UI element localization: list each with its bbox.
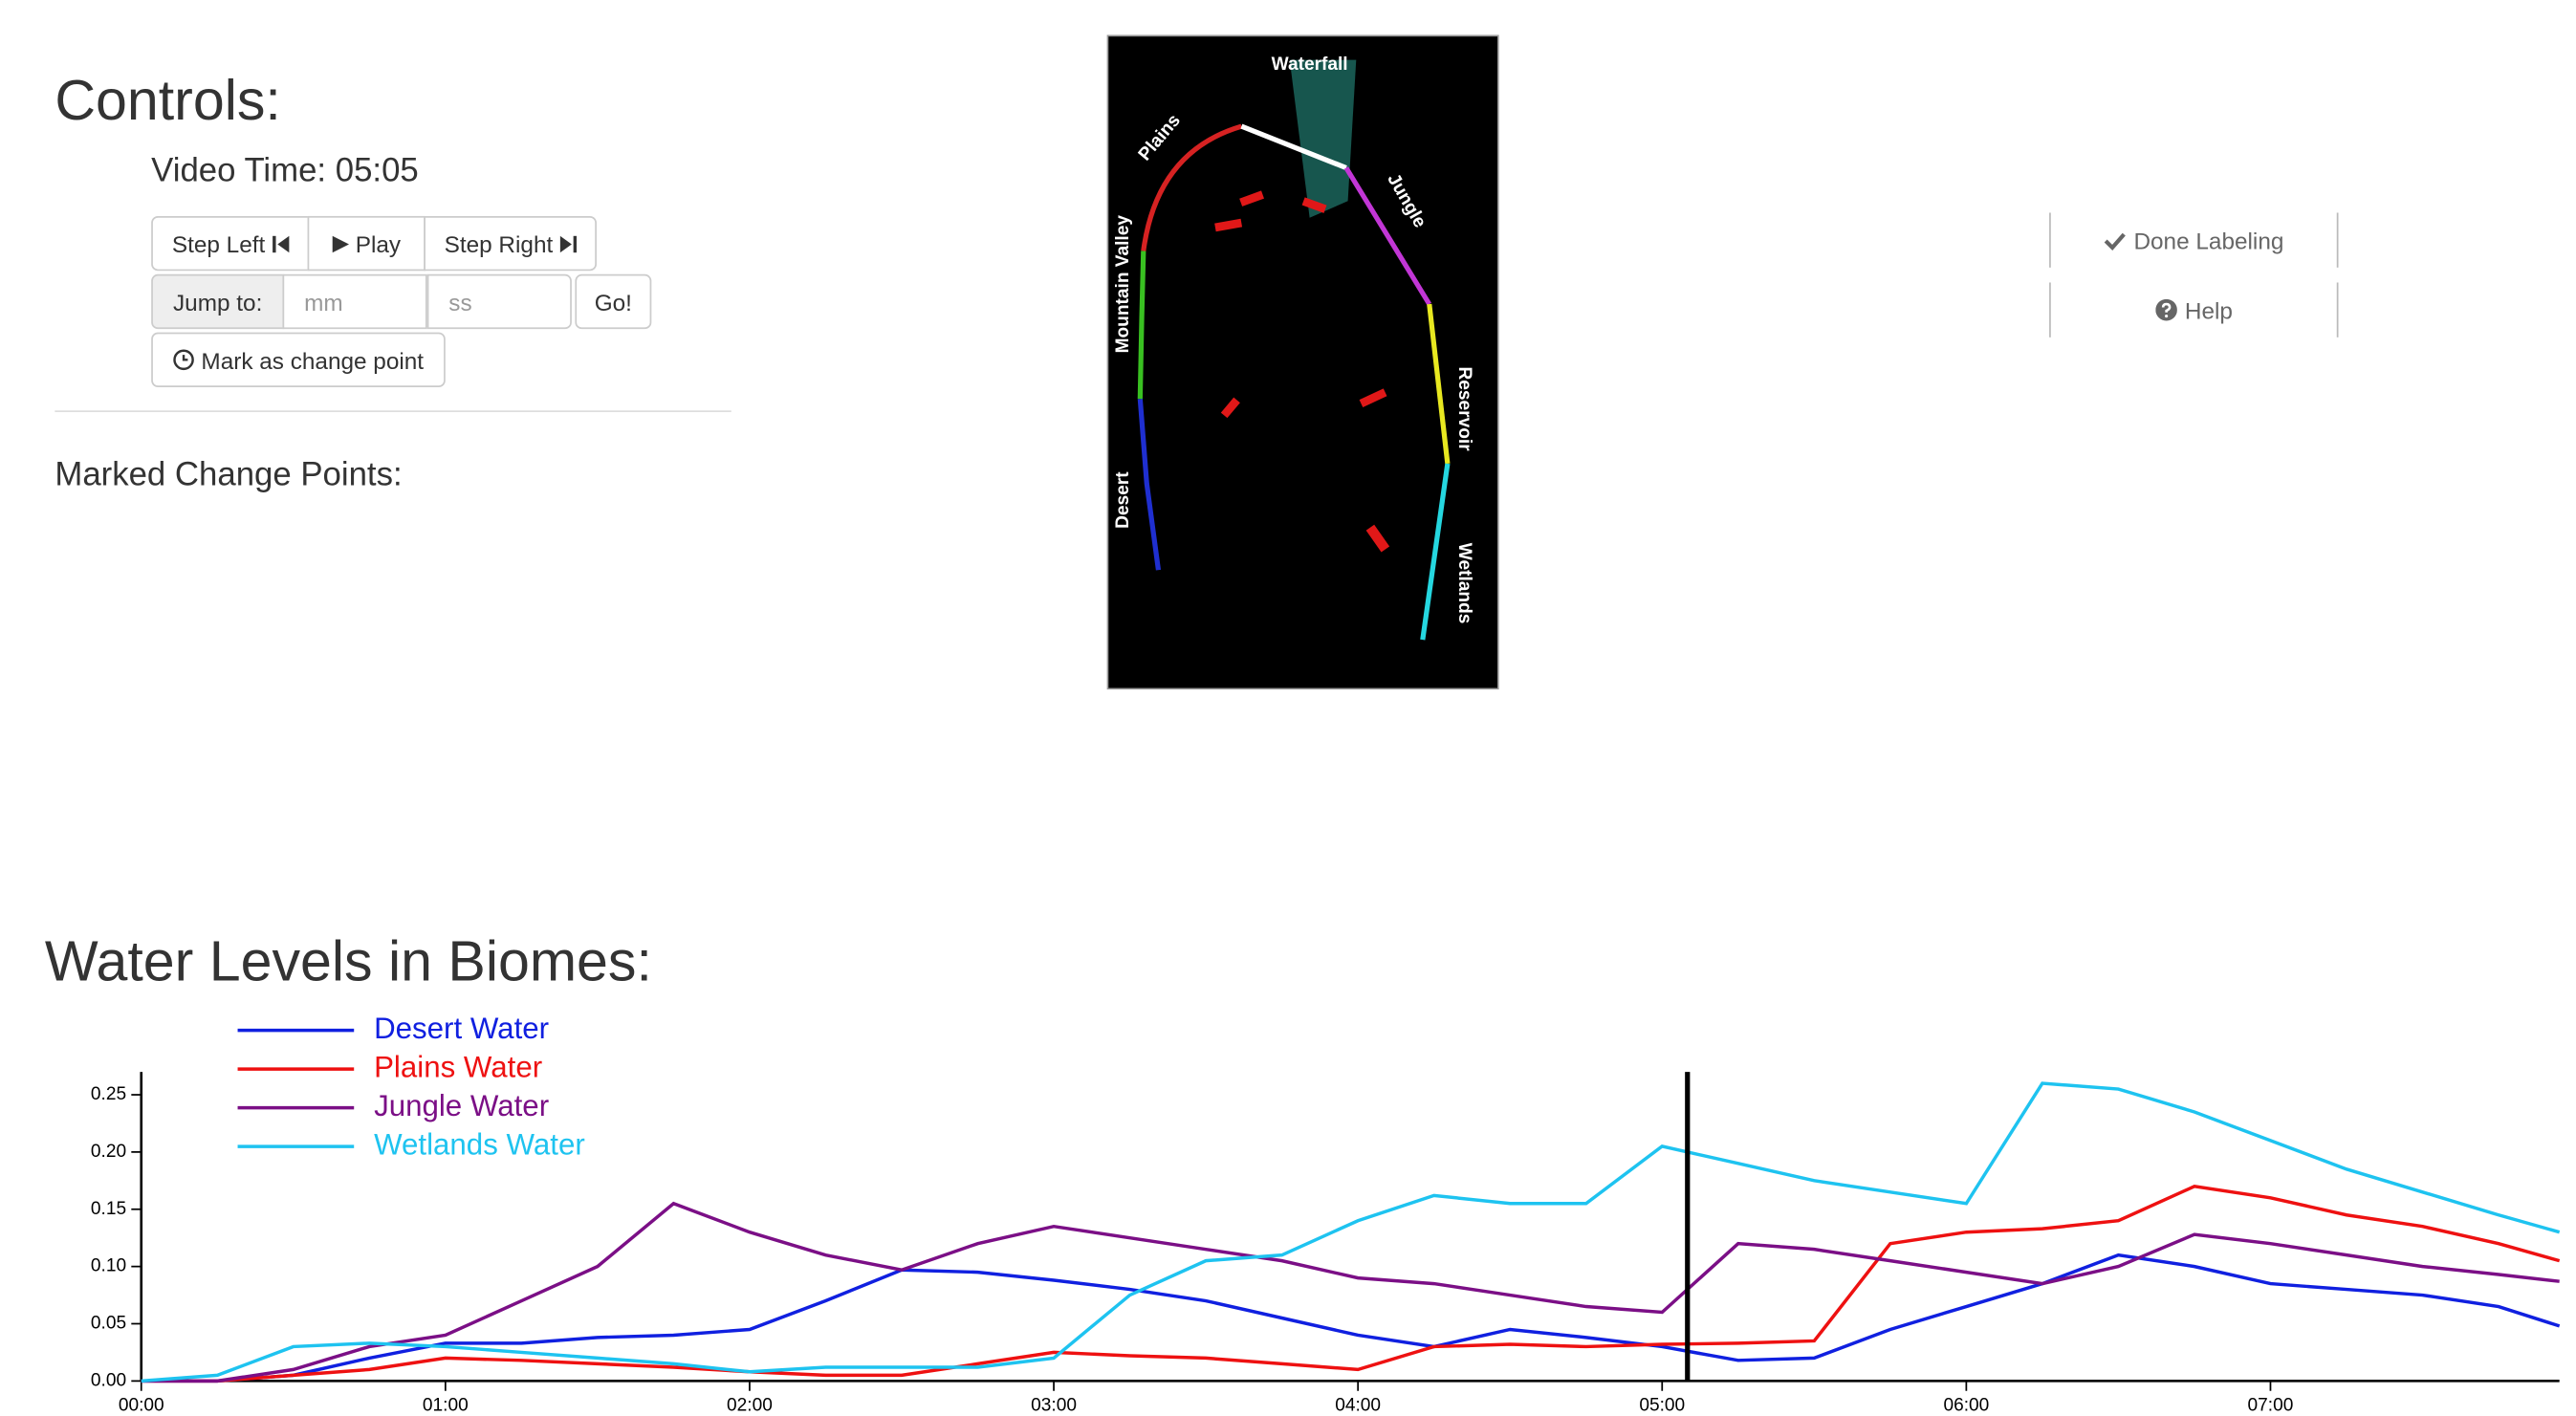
video-time: Video Time: 05:05	[151, 152, 419, 190]
biome-label: Mountain Valley	[1113, 215, 1133, 354]
step-left-button[interactable]: Step Left	[151, 215, 310, 272]
done-labeling-label: Done Labeling	[2133, 227, 2284, 254]
minutes-input[interactable]: mm	[282, 273, 427, 330]
x-tick-label: 07:00	[2248, 1395, 2294, 1415]
controls-title: Controls:	[55, 70, 281, 134]
y-tick-label: 0.25	[91, 1084, 126, 1104]
step-right-label: Step Right	[444, 229, 554, 257]
biome-label: Reservoir	[1454, 366, 1474, 451]
x-tick-label: 00:00	[119, 1395, 164, 1415]
series-line	[141, 1081, 2561, 1383]
divider	[55, 410, 731, 413]
play-label: Play	[355, 229, 402, 257]
x-tick-label: 05:00	[1639, 1395, 1685, 1415]
x-tick-label: 06:00	[1943, 1395, 1989, 1415]
y-tick-label: 0.15	[91, 1199, 126, 1219]
legend-label: Desert Water	[374, 1012, 549, 1045]
play-icon	[332, 234, 349, 252]
x-tick-label: 01:00	[423, 1395, 469, 1415]
x-tick-label: 03:00	[1031, 1395, 1077, 1415]
legend-label: Plains Water	[374, 1050, 542, 1083]
step-left-label: Step Left	[171, 229, 266, 257]
step-left-icon	[272, 234, 289, 252]
help-label: Help	[2184, 296, 2233, 324]
y-tick-label: 0.20	[91, 1142, 126, 1162]
x-tick-label: 04:00	[1335, 1395, 1381, 1415]
chart: 0.00 0.05 0.10 0.15 0.20 0.25 00:00 01:00 02:00 0…	[91, 1012, 2561, 1415]
mark-button[interactable]: Mark as change point	[151, 332, 446, 387]
seconds-input[interactable]: ss	[426, 273, 572, 330]
x-tick-label: 02:00	[727, 1395, 773, 1415]
jump-to-label: Jump to:	[151, 273, 285, 330]
series-line	[141, 1201, 2560, 1383]
chart-title: Water Levels in Biomes:	[44, 930, 652, 994]
help-button[interactable]: Help	[2049, 282, 2339, 338]
mark-label: Mark as change point	[201, 346, 425, 374]
check-icon	[2104, 231, 2126, 251]
marked-title: Marked Change Points:	[55, 456, 403, 494]
biome-label: Wetlands	[1454, 543, 1474, 624]
play-button[interactable]: Play	[307, 215, 426, 272]
y-tick-label: 0.10	[91, 1256, 126, 1276]
series-line	[141, 1185, 2561, 1383]
done-labeling-button[interactable]: Done Labeling	[2049, 212, 2339, 268]
series-line	[141, 1253, 2561, 1383]
biome-label: Waterfall	[1272, 54, 1348, 75]
y-tick-label: 0.05	[91, 1314, 126, 1334]
step-right-icon	[559, 234, 577, 252]
legend-label: Wetlands Water	[374, 1127, 585, 1161]
legend-label: Jungle Water	[374, 1089, 549, 1122]
biome-label: Desert	[1113, 471, 1133, 529]
help-icon	[2154, 298, 2177, 321]
go-button[interactable]: Go!	[575, 273, 652, 330]
y-tick-label: 0.00	[91, 1370, 126, 1390]
step-right-button[interactable]: Step Right	[424, 215, 597, 272]
clock-icon	[173, 349, 194, 371]
